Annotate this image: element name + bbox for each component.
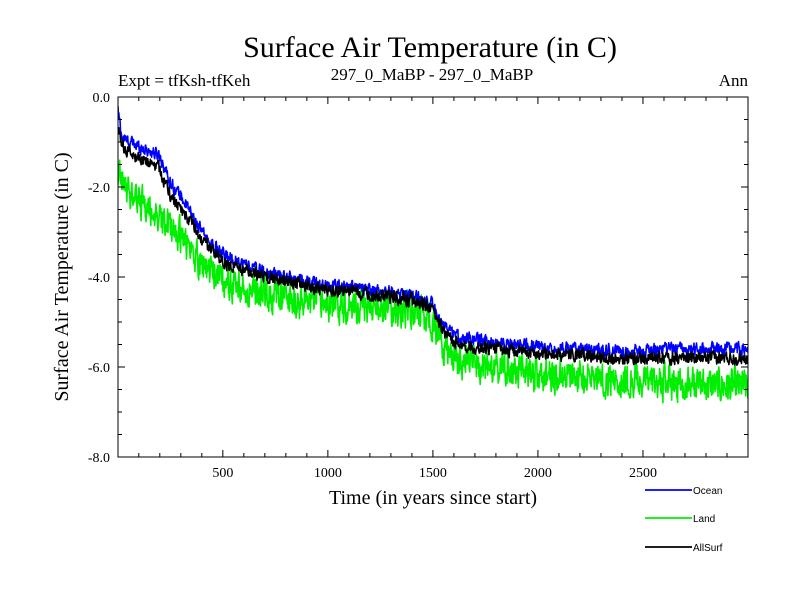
series-line-allsurf	[118, 127, 748, 366]
series-line-land	[118, 159, 748, 404]
x-tick-label: 1000	[314, 466, 342, 481]
y-tick-label: -2.0	[88, 181, 110, 196]
subtitle-center: 297_0_MaBP - 297_0_MaBP	[331, 65, 533, 84]
legend-label-allsurf: AllSurf	[693, 543, 723, 554]
x-tick-label: 2500	[629, 466, 657, 481]
legend-label-land: Land	[693, 514, 715, 525]
x-tick-label: 500	[212, 466, 233, 481]
y-tick-label: -6.0	[88, 361, 110, 376]
legend: Ocean Land AllSurf	[645, 486, 723, 554]
subtitle-right: Ann	[719, 71, 749, 90]
y-tick-label: 0.0	[93, 91, 111, 106]
x-tick-label: 1500	[419, 466, 447, 481]
y-tick-label: -4.0	[88, 271, 110, 286]
chart-title: Surface Air Temperature (in C)	[243, 31, 617, 64]
x-tick-label: 2000	[524, 466, 552, 481]
legend-label-ocean: Ocean	[693, 486, 722, 497]
y-axis-label: Surface Air Temperature (in C)	[51, 152, 73, 401]
x-axis-label: Time (in years since start)	[329, 487, 537, 509]
y-tick-label: -8.0	[88, 451, 110, 466]
subtitle-left: Expt = tfKsh-tfKeh	[118, 71, 251, 90]
